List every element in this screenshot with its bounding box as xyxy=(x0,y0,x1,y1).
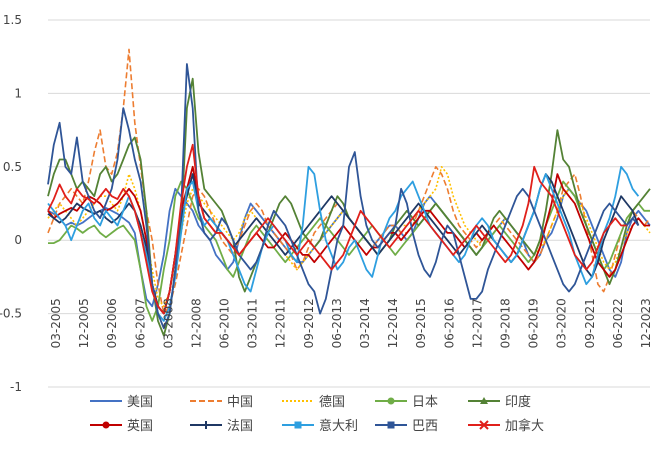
legend-label: 美国 xyxy=(127,395,153,410)
y-tick-label: 1 xyxy=(14,86,22,100)
legend-label: 英国 xyxy=(127,419,153,434)
x-tick-label: 03-2014 xyxy=(358,298,372,348)
x-tick-label: 06-2010 xyxy=(218,298,232,348)
x-tick-label: 06-2013 xyxy=(330,298,344,348)
legend-item: 意大利 xyxy=(282,418,358,434)
legend-item: 加拿大 xyxy=(468,418,544,434)
legend-marker xyxy=(294,421,302,429)
x-tick-label: 12-2023 xyxy=(639,298,653,348)
legend-marker xyxy=(387,421,395,429)
series-line xyxy=(47,166,651,308)
y-axis-tick-labels: -1 -0.5 0 0.5 1 1.5 xyxy=(0,13,22,394)
x-tick-label: 12-2008 xyxy=(189,298,203,348)
legend-label: 加拿大 xyxy=(505,418,544,434)
x-tick-label: 09-2015 xyxy=(414,298,428,348)
x-tick-label: 12-2017 xyxy=(470,298,484,348)
series-line xyxy=(48,180,650,322)
legend-label: 德国 xyxy=(319,395,345,410)
series-line xyxy=(47,63,640,330)
legend-marker xyxy=(387,397,395,405)
legend-item: 印度 xyxy=(468,394,531,410)
x-tick-label: 09-2018 xyxy=(499,298,513,348)
x-tick-label: 12-2005 xyxy=(77,298,91,348)
x-tick-label: 06-2007 xyxy=(133,298,147,348)
x-tick-label: 06-2016 xyxy=(442,298,456,348)
legend-label: 日本 xyxy=(412,395,438,410)
legend-item: 美国 xyxy=(90,395,153,410)
x-axis-tick-labels: 03-2005 12-2005 09-2006 06-2007 03-2008 12-20… xyxy=(49,298,653,348)
x-tick-label: 03-2005 xyxy=(49,298,63,348)
x-tick-label: 03-2011 xyxy=(246,298,260,348)
x-tick-label: 06-2019 xyxy=(527,298,541,348)
legend-label: 法国 xyxy=(227,419,253,434)
y-tick-label: -1 xyxy=(10,380,22,394)
series-line xyxy=(47,143,627,315)
legend-label: 意大利 xyxy=(319,418,358,434)
y-tick-label: 0 xyxy=(14,233,22,247)
legend-label: 中国 xyxy=(227,395,253,410)
legend-marker xyxy=(102,421,110,429)
legend-item: 日本 xyxy=(375,395,438,410)
x-tick-label: 12-2011 xyxy=(274,298,288,348)
legend-item: 德国 xyxy=(282,395,345,410)
legend-label: 巴西 xyxy=(412,419,438,434)
legend-item: 英国 xyxy=(90,419,153,434)
series-line xyxy=(47,165,640,322)
x-tick-label: 09-2021 xyxy=(583,298,597,348)
y-tick-label: -0.5 xyxy=(0,307,22,321)
y-tick-label: 0.5 xyxy=(3,160,22,174)
legend-marker xyxy=(480,397,488,404)
legend-marker xyxy=(479,420,489,430)
x-tick-label: 03-2008 xyxy=(161,298,175,348)
legend-label: 印度 xyxy=(505,394,531,410)
x-tick-label: 09-2012 xyxy=(302,298,316,348)
x-tick-label: 12-2014 xyxy=(386,298,400,348)
x-tick-label: 03-2020 xyxy=(555,298,569,348)
legend-item: 巴西 xyxy=(375,419,438,434)
legend-item: 中国 xyxy=(190,395,253,410)
y-tick-label: 1.5 xyxy=(3,13,22,27)
x-tick-label: 06-2022 xyxy=(611,298,625,348)
x-tick-label: 09-2006 xyxy=(105,298,119,348)
series-lines xyxy=(47,48,651,337)
legend-item: 法国 xyxy=(190,419,253,434)
